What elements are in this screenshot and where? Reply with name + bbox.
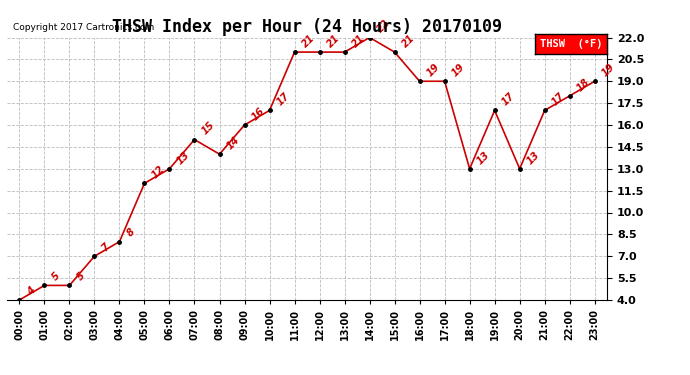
Text: 19: 19 [600, 62, 617, 78]
Text: 17: 17 [500, 91, 517, 108]
Text: 13: 13 [525, 149, 542, 166]
Text: 7: 7 [100, 242, 112, 254]
Text: 13: 13 [475, 149, 492, 166]
Text: 13: 13 [175, 149, 192, 166]
Text: 19: 19 [425, 62, 442, 78]
Text: 19: 19 [450, 62, 467, 78]
Text: 22: 22 [375, 18, 392, 35]
Text: THSW  (°F): THSW (°F) [540, 39, 602, 49]
Text: 21: 21 [300, 33, 317, 49]
Text: 17: 17 [275, 91, 292, 108]
Text: 17: 17 [550, 91, 567, 108]
Text: 21: 21 [325, 33, 342, 49]
Text: 21: 21 [400, 33, 417, 49]
Text: 8: 8 [125, 227, 137, 239]
Text: 21: 21 [350, 33, 367, 49]
Text: 4: 4 [25, 285, 37, 297]
Text: 5: 5 [75, 271, 87, 283]
Text: 12: 12 [150, 164, 167, 180]
Text: Copyright 2017 Cartronics.com: Copyright 2017 Cartronics.com [13, 23, 154, 32]
Text: 15: 15 [200, 120, 217, 137]
Title: THSW Index per Hour (24 Hours) 20170109: THSW Index per Hour (24 Hours) 20170109 [112, 18, 502, 36]
Text: 18: 18 [575, 76, 592, 93]
Text: 14: 14 [225, 135, 241, 152]
Text: 16: 16 [250, 106, 267, 122]
Text: 5: 5 [50, 271, 62, 283]
